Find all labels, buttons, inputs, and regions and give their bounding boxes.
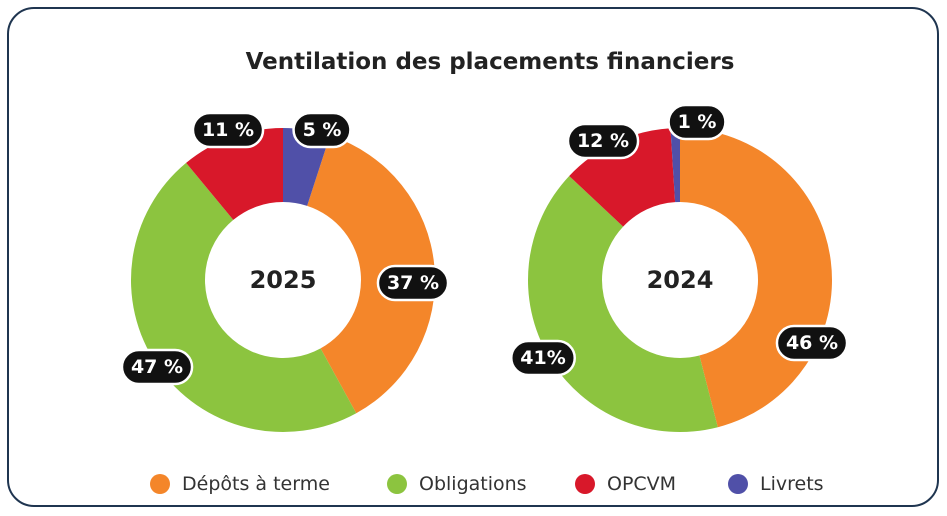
donut-slice xyxy=(307,135,435,414)
chart-title: Ventilation des placements financiers xyxy=(246,49,735,75)
legend-swatch xyxy=(575,474,595,494)
legend-label: Obligations xyxy=(419,473,527,495)
legend-swatch xyxy=(150,474,170,494)
value-label-text: 12 % xyxy=(577,130,629,152)
value-label: 47 % xyxy=(120,348,194,386)
value-label-text: 47 % xyxy=(131,356,183,378)
legend-label: Livrets xyxy=(760,473,824,495)
value-label: 11 % xyxy=(191,111,265,149)
value-label: 46 % xyxy=(775,324,849,362)
value-label-text: 1 % xyxy=(678,111,717,133)
value-label: 41% xyxy=(510,339,576,377)
value-label-pill xyxy=(191,111,265,149)
value-label-pill xyxy=(667,103,727,141)
legend-swatch xyxy=(387,474,407,494)
value-label-pill xyxy=(376,264,450,302)
center-label: 2024 xyxy=(647,266,714,294)
legend-label: OPCVM xyxy=(607,473,676,495)
value-label-pill xyxy=(120,348,194,386)
value-label-pill xyxy=(510,339,576,377)
value-label-pill xyxy=(292,111,352,149)
value-label-text: 37 % xyxy=(387,272,439,294)
donut-slice xyxy=(670,128,680,203)
donut-slice xyxy=(186,128,283,220)
value-label: 12 % xyxy=(566,122,640,160)
value-label-text: 46 % xyxy=(786,332,838,354)
value-label: 1 % xyxy=(667,103,727,141)
value-label: 5 % xyxy=(292,111,352,149)
legend-label: Dépôts à terme xyxy=(182,473,330,495)
center-label: 2025 xyxy=(250,266,317,294)
donut-slice xyxy=(528,175,718,433)
legend-swatch xyxy=(728,474,748,494)
value-label-text: 11 % xyxy=(202,119,254,141)
donut-slice xyxy=(569,128,676,227)
value-label-pill xyxy=(566,122,640,160)
value-label: 37 % xyxy=(376,264,450,302)
value-label-pill xyxy=(775,324,849,362)
value-label-text: 41% xyxy=(520,347,565,369)
value-label-text: 5 % xyxy=(303,119,342,141)
